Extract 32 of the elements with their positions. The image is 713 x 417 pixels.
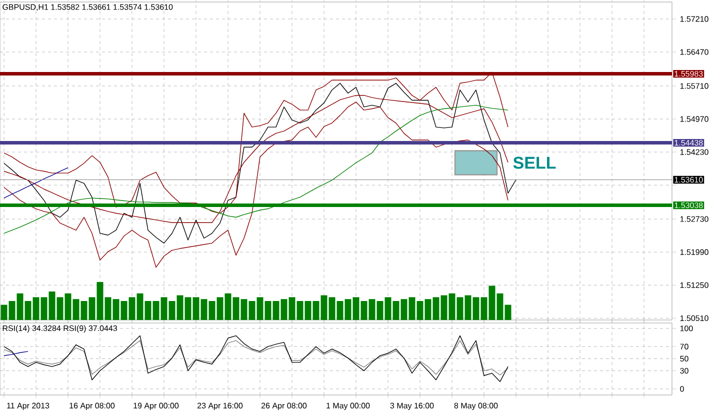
ref-line-label: 1.54438: [674, 140, 703, 146]
ref-line-label: 1.53038: [674, 202, 703, 208]
annotation: SELL: [513, 156, 556, 169]
x-tick-label: 8 May 08:00: [454, 402, 498, 410]
line-series: [4, 167, 68, 198]
x-tick-label: 16 Apr 08:00: [70, 402, 115, 410]
y-tick-label: 30: [680, 368, 688, 374]
y-tick-label: 100: [680, 326, 693, 332]
y-tick-label: 70: [680, 344, 688, 350]
y-tick-label: 1.51250: [680, 282, 708, 288]
y-tick-label: 1.51990: [680, 249, 708, 255]
y-tick-label: 1.50510: [680, 315, 708, 322]
y-tick-label: 0: [680, 386, 684, 392]
x-tick-label: 3 May 16:00: [390, 402, 434, 410]
y-tick-label: 1.52730: [680, 216, 708, 222]
line-series: [4, 340, 508, 376]
chart-title: GBPUSD,H1 1.53582 1.53661 1.53574 1.53610: [2, 4, 173, 11]
line-series: [4, 335, 508, 382]
ref-line-label: 1.53610: [674, 176, 703, 183]
y-tick-label: 1.57210: [680, 16, 708, 22]
x-tick-label: 23 Apr 16:00: [198, 402, 243, 410]
x-tick-label: 11 Apr 2013: [7, 402, 50, 410]
ref-line-label: 1.55983: [674, 70, 703, 77]
y-tick-label: 1.55710: [680, 83, 708, 89]
x-tick-label: 19 Apr 00:00: [134, 402, 179, 410]
y-tick-label: 1.54230: [680, 149, 708, 155]
y-tick-label: 1.54970: [680, 116, 708, 122]
x-tick-label: 26 Apr 08:00: [262, 402, 307, 410]
chart-title: RSI(14) 34.3284 RSI(9) 37.0443: [2, 325, 118, 333]
y-tick-label: 1.56470: [680, 49, 708, 55]
x-tick-label: 1 May 00:00: [326, 402, 370, 410]
y-tick-label: 50: [680, 356, 688, 362]
